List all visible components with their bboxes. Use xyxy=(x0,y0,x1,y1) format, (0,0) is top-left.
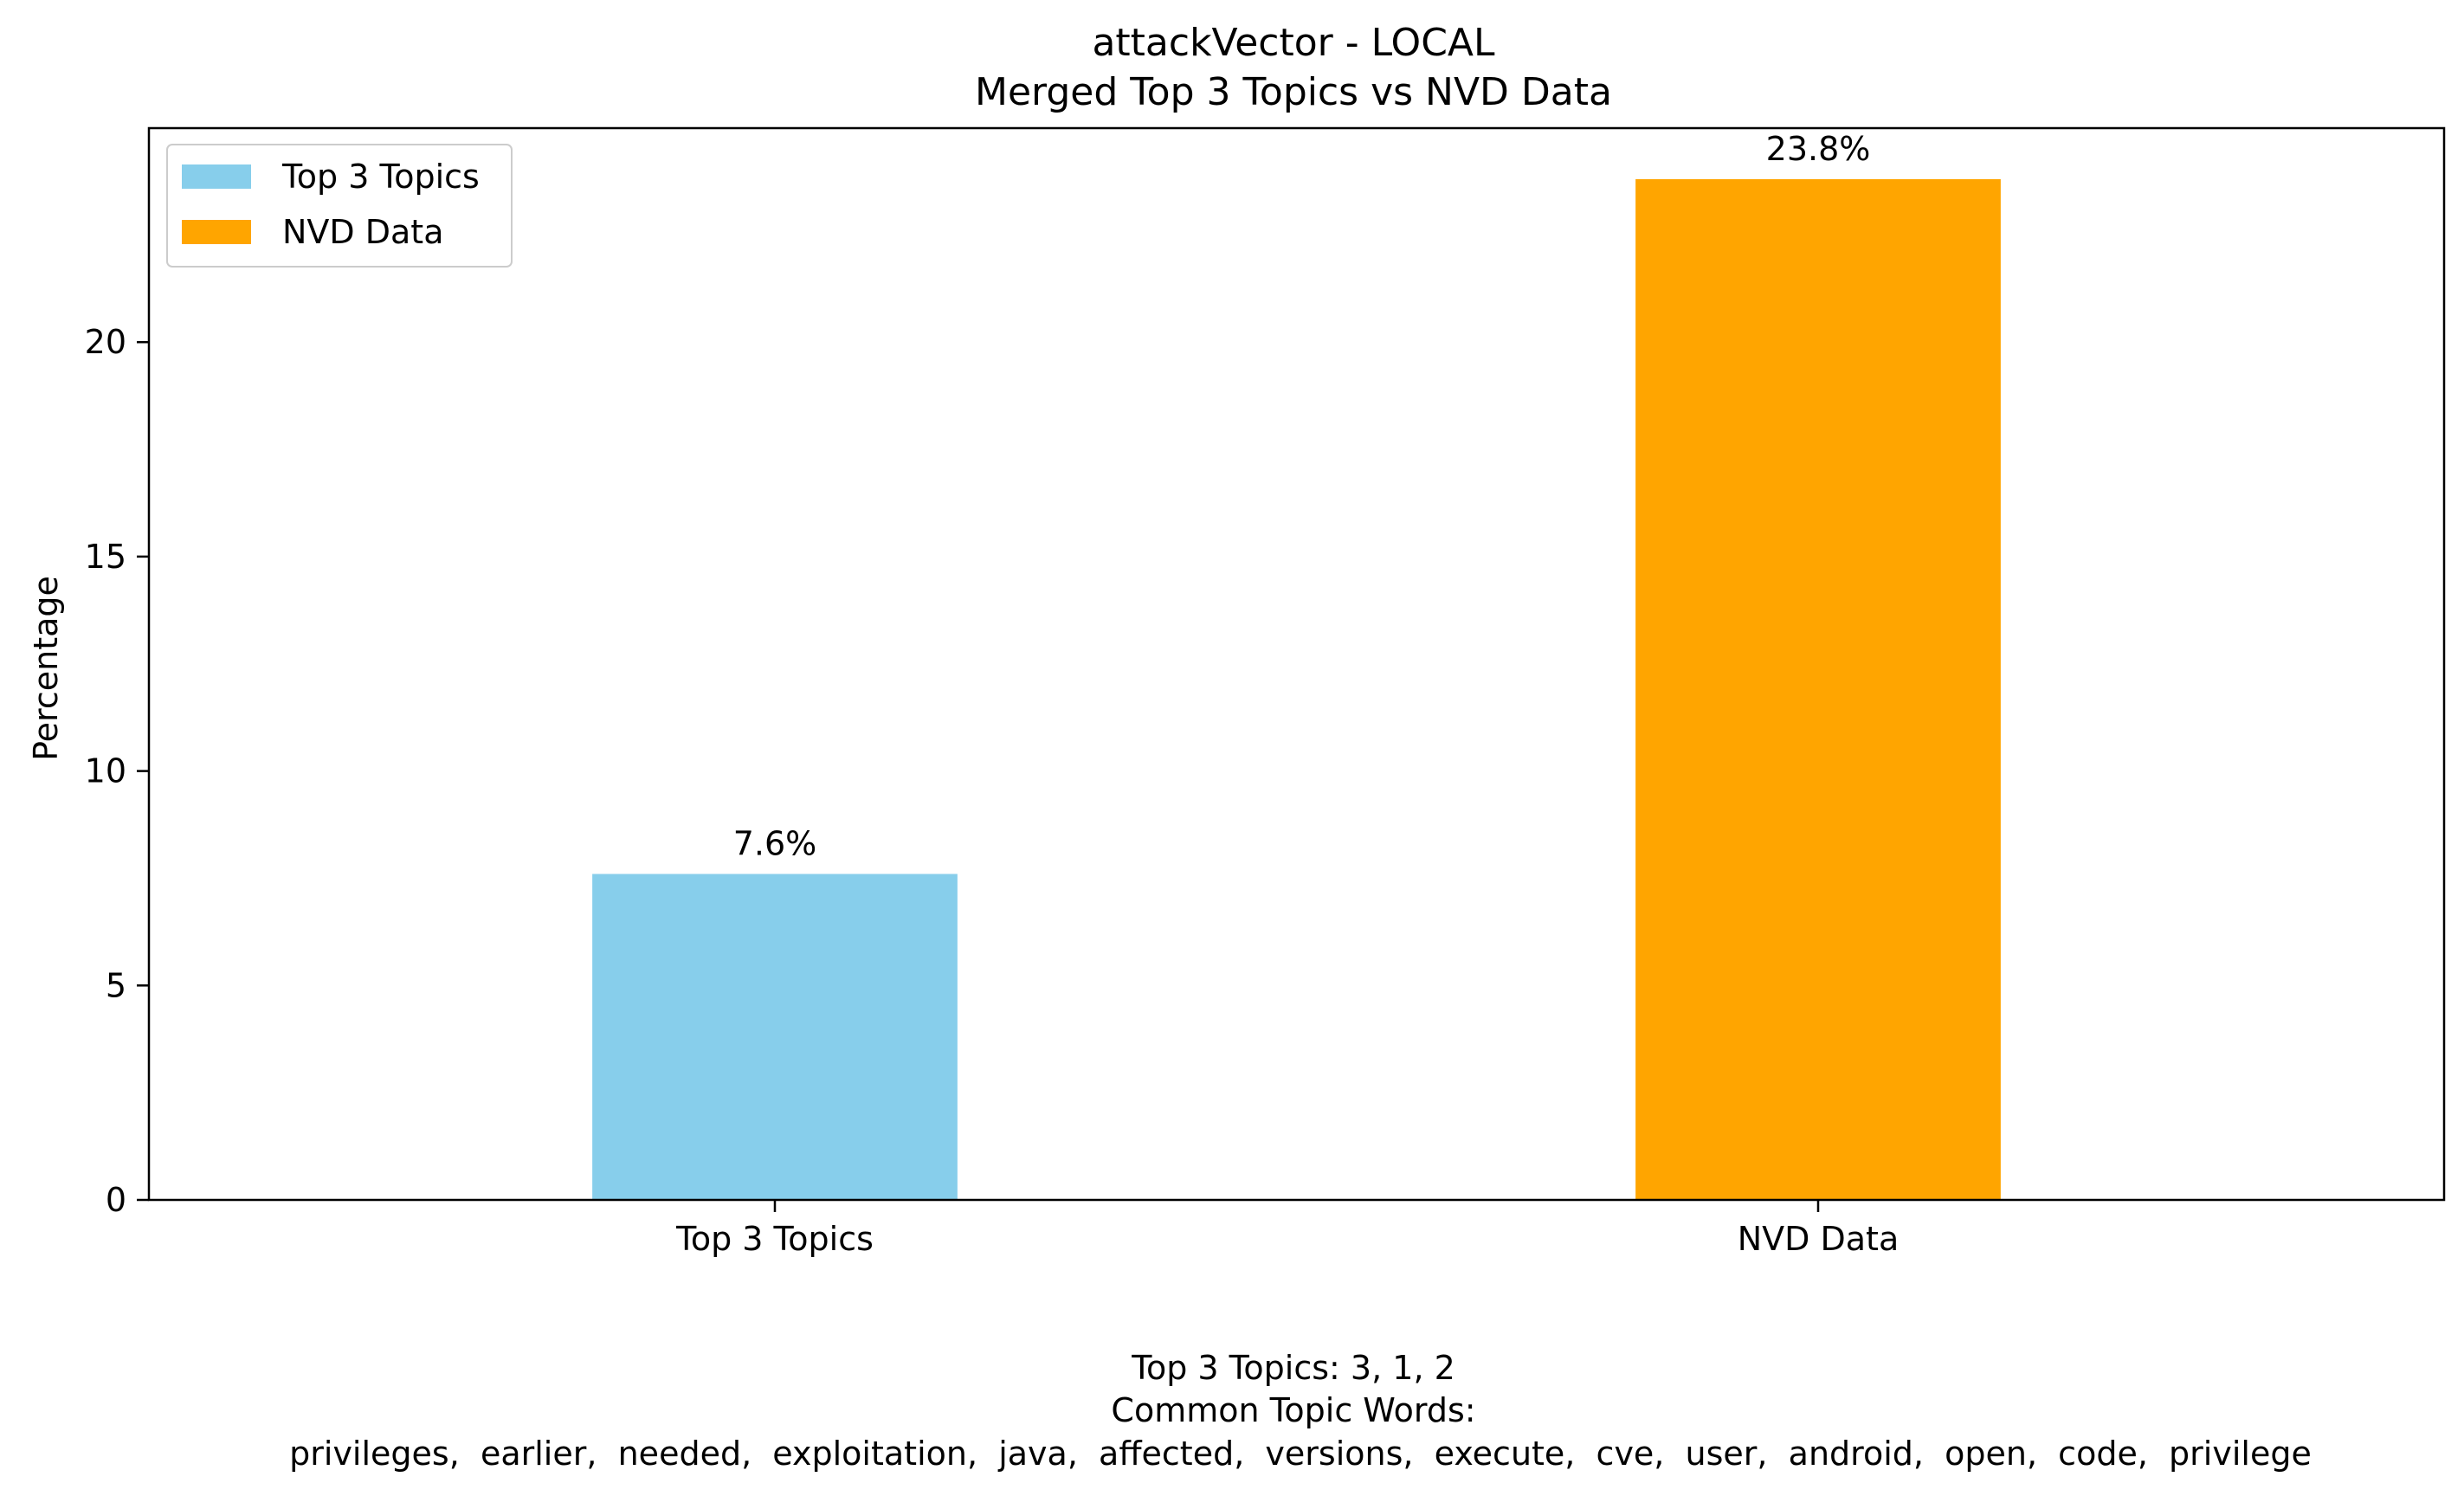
x-tick-label-nvd-data: NVD Data xyxy=(1738,1220,1900,1258)
legend-swatch-top3 xyxy=(182,164,251,189)
bar-value-label-nvd-data: 23.8% xyxy=(1766,130,1871,168)
bars-group xyxy=(592,178,2001,1200)
bar-labels-group: 7.6% 23.8% xyxy=(733,130,1871,863)
legend-label-nvd: NVD Data xyxy=(282,213,444,251)
bar-top-3-topics xyxy=(592,874,958,1200)
x-axis-ticks: Top 3 Topics NVD Data xyxy=(675,1200,1899,1258)
y-axis-ticks: 0 5 10 15 20 xyxy=(85,323,149,1219)
bar-value-label-top-3-topics: 7.6% xyxy=(733,824,817,862)
y-tick-label-15: 15 xyxy=(85,538,126,576)
y-tick-label-0: 0 xyxy=(106,1181,126,1219)
chart-subtitle: Merged Top 3 Topics vs NVD Data xyxy=(975,70,1612,114)
legend-label-top3: Top 3 Topics xyxy=(281,158,480,196)
bar-nvd-data xyxy=(1635,178,2001,1200)
y-tick-label-5: 5 xyxy=(106,966,126,1004)
footer-common-words-line: privileges, earlier, needed, exploitatio… xyxy=(289,1435,2312,1473)
y-axis-label: Percentage xyxy=(27,576,65,761)
footer-topics-line: Top 3 Topics: 3, 1, 2 xyxy=(1131,1349,1455,1387)
x-tick-label-top-3-topics: Top 3 Topics xyxy=(675,1220,874,1258)
legend: Top 3 Topics NVD Data xyxy=(166,144,513,268)
plot-frame xyxy=(147,126,2446,1202)
chart-title: attackVector - LOCAL xyxy=(1092,21,1495,65)
footer-common-words-heading: Common Topic Words: xyxy=(1111,1391,1475,1429)
y-tick-label-10: 10 xyxy=(85,752,126,790)
legend-swatch-nvd xyxy=(182,220,251,244)
y-tick-label-20: 20 xyxy=(85,323,126,361)
legend-box xyxy=(166,144,513,268)
